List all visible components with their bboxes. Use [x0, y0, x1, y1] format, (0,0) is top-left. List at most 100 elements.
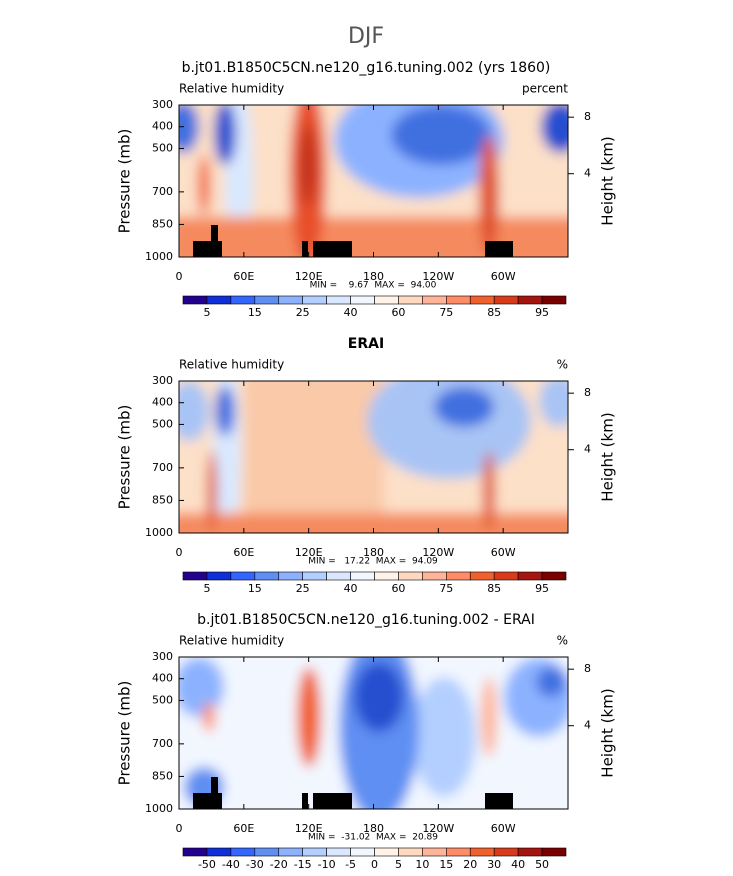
colorbar-label: 50: [535, 858, 549, 871]
colorbar-box: [493, 295, 519, 305]
colorbar-box: [182, 295, 208, 305]
y-tick-label: 400: [152, 672, 173, 685]
colorbar-box: [517, 847, 543, 857]
colorbar-box: [422, 847, 447, 857]
colorbar-label: 20: [463, 858, 477, 871]
y2-tick-label: 4: [584, 443, 591, 456]
colorbar-label: 5: [203, 306, 210, 319]
colorbar-label: 15: [248, 582, 262, 595]
topography: [193, 225, 513, 257]
colorbar-label: -15: [294, 858, 312, 871]
colorbar-box: [398, 571, 423, 581]
colorbar-box: [541, 571, 567, 581]
x-tick-label: 0: [176, 822, 183, 835]
y-axis-label: Pressure (mb): [116, 681, 134, 786]
colorbar-label: 25: [296, 306, 310, 319]
colorbar-label: -30: [246, 858, 264, 871]
colorbar-box: [541, 847, 567, 857]
colorbar-label: 25: [296, 582, 310, 595]
y-tick-label: 1000: [145, 250, 173, 263]
colorbar-box: [206, 295, 232, 305]
colorbar-label: 60: [391, 582, 405, 595]
x-tick-label: 60E: [233, 546, 254, 559]
colorbar-box: [254, 295, 280, 305]
colorbar-box: [541, 295, 567, 305]
colorbar-box: [182, 571, 208, 581]
colorbar-box: [206, 847, 232, 857]
colorbar-box: [469, 847, 495, 857]
colorbar-box: [398, 295, 423, 305]
colorbar-label: 30: [487, 858, 501, 871]
x-tick-label: 120W: [422, 822, 454, 835]
colorbar-label: -5: [345, 858, 356, 871]
colorbar-box: [493, 571, 519, 581]
x-tick-label: 180: [363, 546, 384, 559]
colorbar-box: [446, 571, 471, 581]
right-label: percent: [522, 82, 568, 96]
x-tick-label: 60E: [233, 822, 254, 835]
colorbar-box: [446, 847, 471, 857]
x-tick-label: 120W: [422, 546, 454, 559]
y2-tick-label: 4: [584, 167, 591, 180]
colorbar-label: 40: [344, 306, 358, 319]
y-tick-label: 1000: [145, 526, 173, 539]
contour-field: [179, 381, 568, 533]
y-tick-label: 700: [152, 185, 173, 198]
y-tick-label: 850: [152, 769, 173, 782]
y-tick-label: 300: [152, 374, 173, 387]
colorbar-box: [278, 847, 303, 857]
colorbar-box: [326, 847, 351, 857]
colorbar-box: [446, 295, 471, 305]
colorbar-label: -50: [198, 858, 216, 871]
x-tick-label: 180: [363, 270, 384, 283]
colorbar-box: [326, 571, 351, 581]
colorbar-box: [350, 847, 375, 857]
y-tick-label: 300: [152, 650, 173, 663]
y2-axis-label: Height (km): [599, 412, 617, 501]
colorbar-box: [230, 295, 256, 305]
left-label: Relative humidity: [179, 634, 284, 648]
colorbar-box: [254, 847, 280, 857]
contour-field: [179, 105, 568, 257]
y2-tick-label: 8: [584, 386, 591, 399]
colorbar-box: [469, 571, 495, 581]
y-tick-label: 500: [152, 141, 173, 154]
colorbar-box: [422, 295, 447, 305]
topography: [193, 777, 513, 809]
colorbar-box: [517, 295, 543, 305]
colorbar-label: 15: [439, 858, 453, 871]
min-max: MIN = 9.67 MAX = 94.00: [310, 281, 437, 291]
x-tick-label: 120E: [295, 270, 323, 283]
colorbar-label: 40: [511, 858, 525, 871]
colorbar-box: [302, 295, 327, 305]
y-tick-label: 400: [152, 396, 173, 409]
colorbar-label: 85: [487, 306, 501, 319]
colorbar-box: [374, 847, 399, 857]
panel-title: b.jt01.B1850C5CN.ne120_g16.tuning.002 - …: [197, 612, 535, 628]
right-label: %: [557, 358, 568, 372]
right-label: %: [557, 634, 568, 648]
y-tick-label: 850: [152, 493, 173, 506]
colorbar-label: 95: [535, 306, 549, 319]
colorbar-box: [254, 571, 280, 581]
y-axis-label: Pressure (mb): [116, 129, 134, 234]
colorbar-label: -20: [270, 858, 288, 871]
x-tick-label: 120E: [295, 546, 323, 559]
colorbar-box: [517, 571, 543, 581]
colorbar-box: [493, 847, 519, 857]
colorbar-box: [469, 295, 495, 305]
colorbar-box: [374, 295, 399, 305]
colorbar-box: [422, 571, 447, 581]
colorbar-box: [206, 571, 232, 581]
x-tick-label: 180: [363, 822, 384, 835]
y-tick-label: 400: [152, 120, 173, 133]
colorbar-label: 10: [415, 858, 429, 871]
x-tick-label: 60E: [233, 270, 254, 283]
y-axis-label: Pressure (mb): [116, 405, 134, 510]
colorbar-box: [326, 295, 351, 305]
colorbar-box: [278, 295, 303, 305]
colorbar-label: 5: [203, 582, 210, 595]
colorbar-label: -40: [222, 858, 240, 871]
min-max: MIN = -31.02 MAX = 20.89: [308, 833, 438, 843]
